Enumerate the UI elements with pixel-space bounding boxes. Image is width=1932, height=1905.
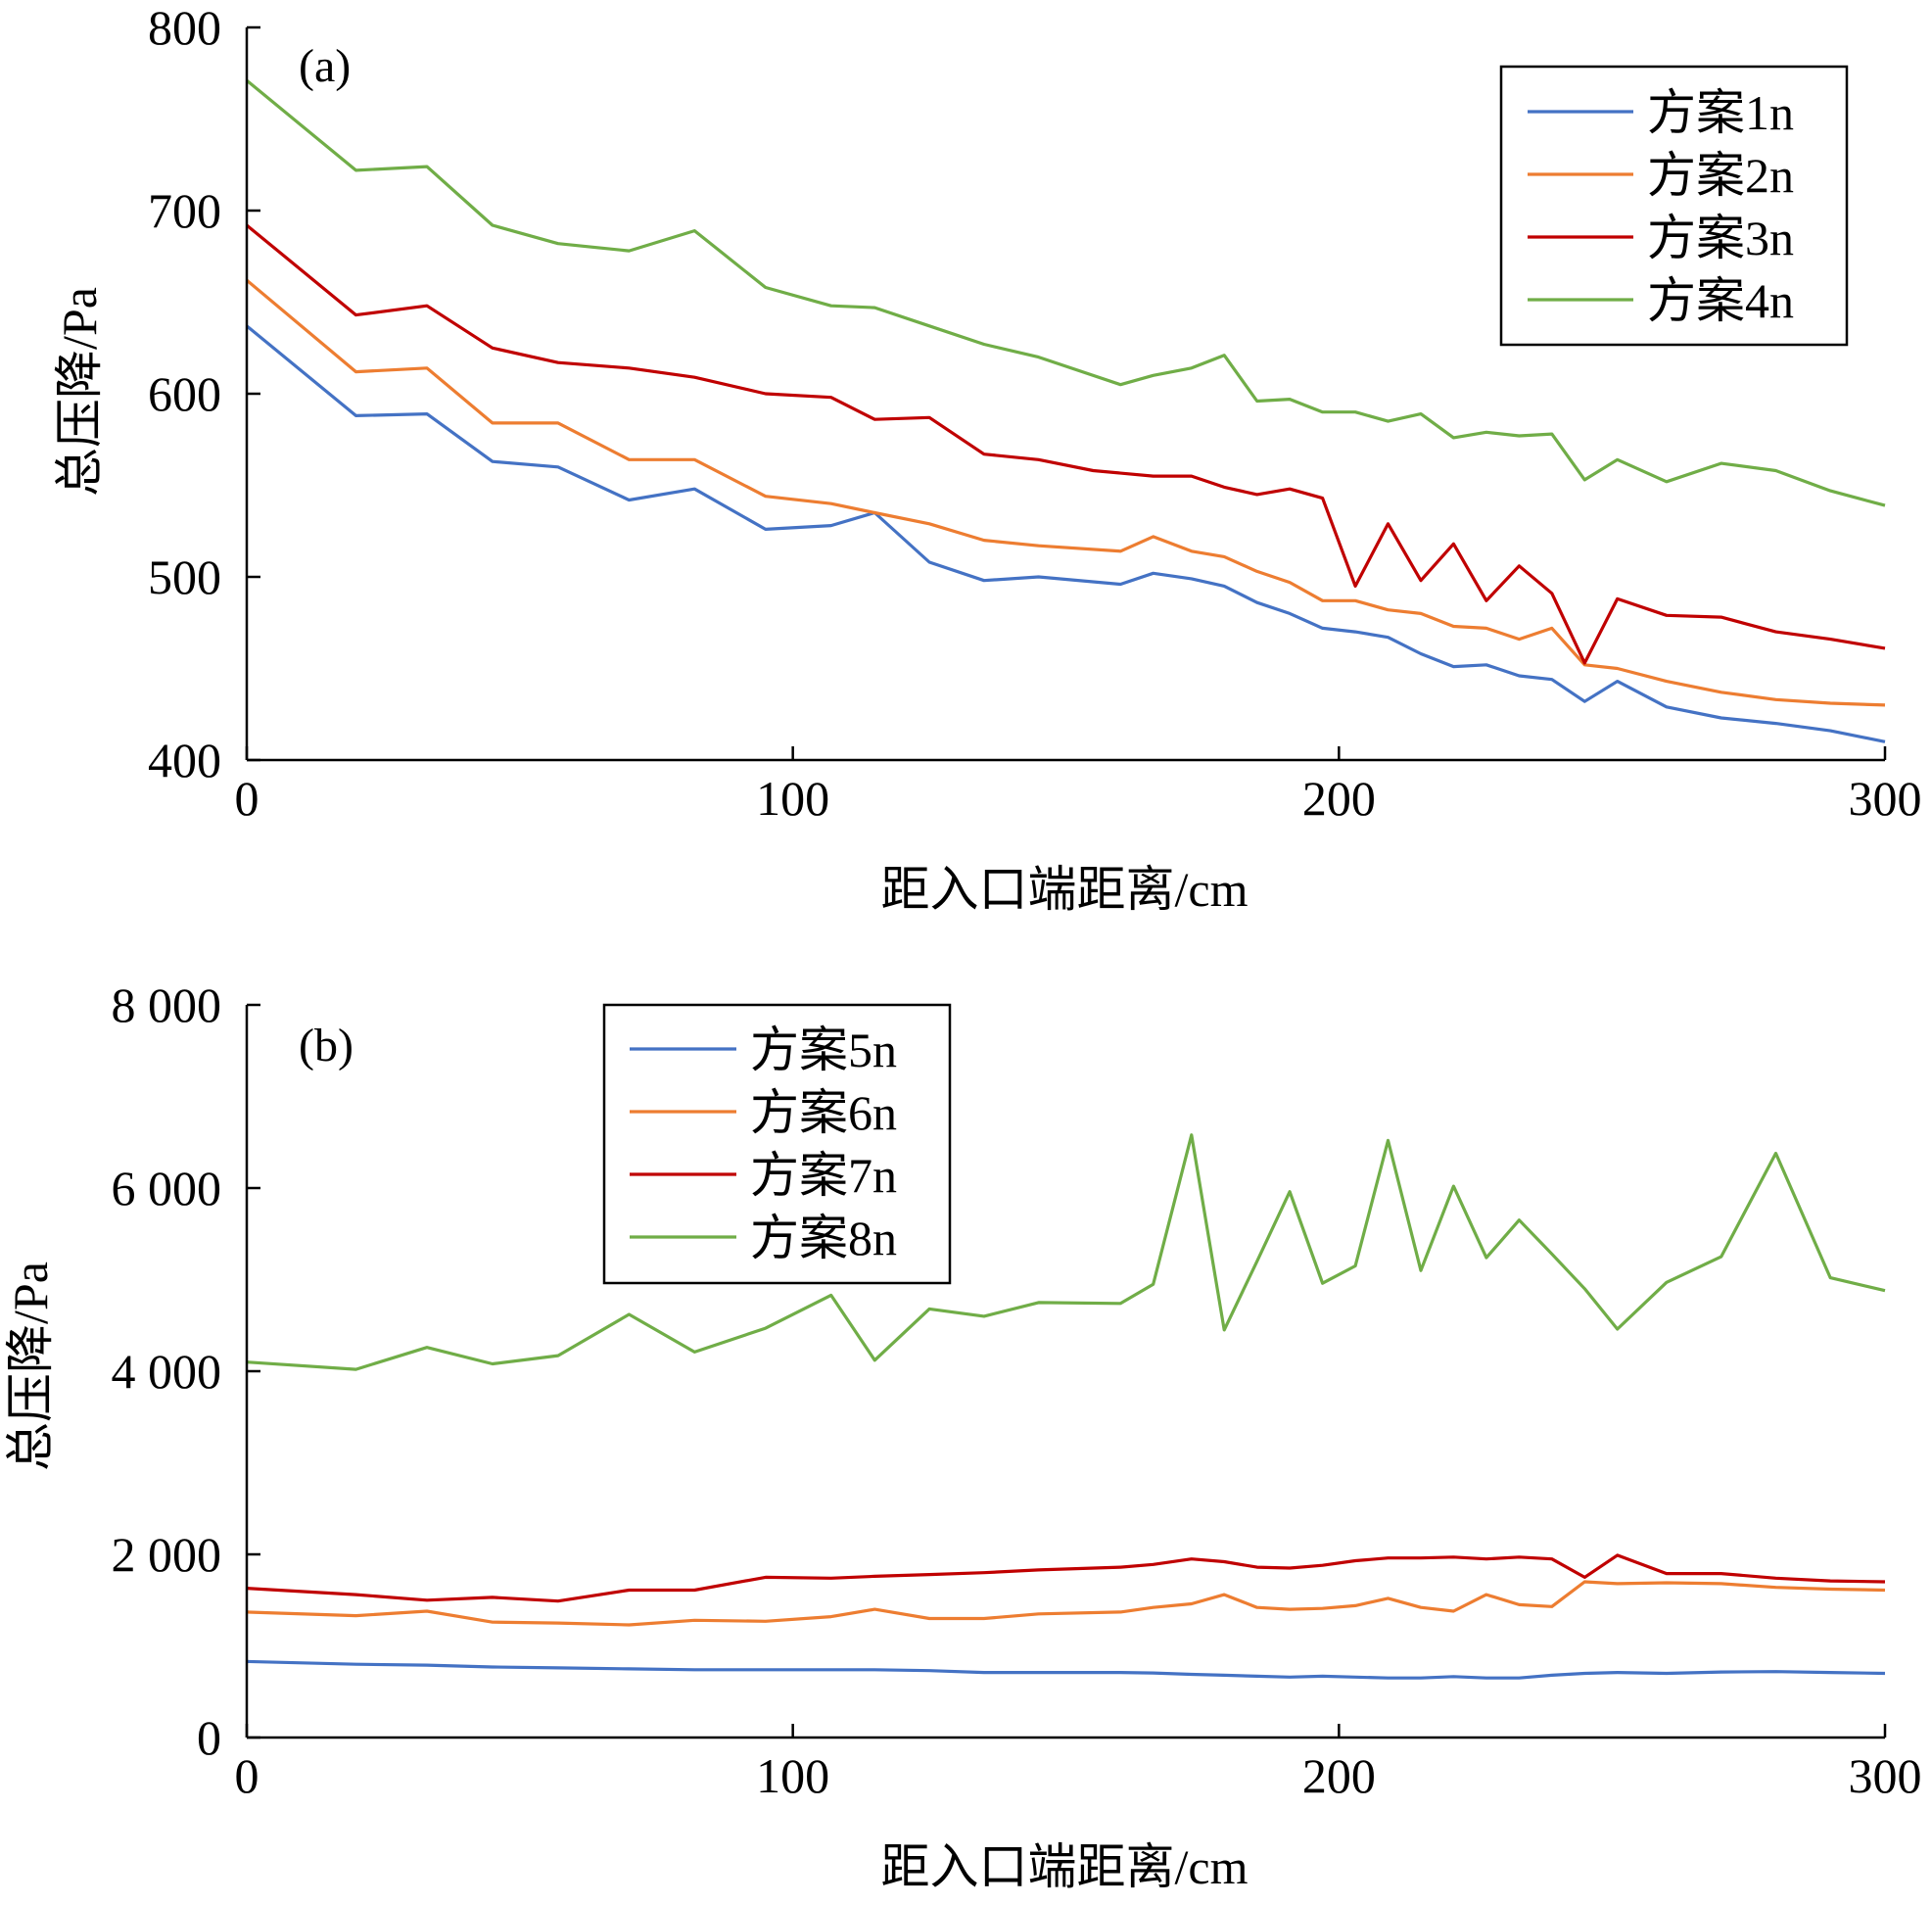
y-tick-label: 800 <box>148 0 221 55</box>
y-tick-label: 8 000 <box>112 977 222 1032</box>
legend-label: 方案3n <box>1647 211 1794 265</box>
legend-label: 方案8n <box>750 1211 897 1265</box>
legend-label: 方案6n <box>750 1085 897 1140</box>
y-tick-label: 600 <box>148 366 221 421</box>
legend: 方案1n 方案2n 方案3n 方案4n <box>1499 65 1849 347</box>
legend: 方案5n 方案6n 方案7n 方案8n <box>602 1003 952 1285</box>
series-layer <box>246 1133 1886 1680</box>
series-line-2 <box>245 278 1886 707</box>
series-line-2 <box>246 1580 1886 1627</box>
y-tick-label: 0 <box>197 1710 221 1765</box>
y-tick-label: 6 000 <box>112 1161 222 1215</box>
legend-label: 方案1n <box>1647 85 1794 140</box>
axes <box>245 25 1887 762</box>
y-tick-label: 2 000 <box>112 1527 222 1582</box>
x-tick-label: 0 <box>235 1748 259 1803</box>
tick-labels: 400 500 600 700 800 0 100 200 300 <box>148 0 1922 826</box>
y-tick-label: 700 <box>148 183 221 238</box>
y-tick-label: 4 000 <box>112 1344 222 1399</box>
x-tick-label: 100 <box>756 771 829 826</box>
series-line-1 <box>245 324 1886 743</box>
y-tick-label: 400 <box>148 733 221 787</box>
x-tick-label: 0 <box>235 771 259 826</box>
x-tick-label: 300 <box>1849 1748 1922 1803</box>
panel-b: 0 2 000 4 000 6 000 8 000 0 100 200 300 (b) 距入口端… <box>3 977 1922 1894</box>
x-axis-label: 距入口端距离/cm <box>881 1839 1249 1894</box>
legend-label: 方案4n <box>1647 273 1794 328</box>
panel-label: (b) <box>299 1020 353 1072</box>
series-layer <box>245 78 1886 743</box>
y-axis-label: 总压降/Pa <box>3 1262 58 1471</box>
legend-label: 方案2n <box>1647 148 1794 203</box>
axes <box>245 1003 1887 1739</box>
series-line-1 <box>246 1659 1886 1680</box>
x-tick-label: 300 <box>1849 771 1922 826</box>
series-line-4 <box>246 1133 1886 1371</box>
series-line-4 <box>245 78 1886 507</box>
series-line-3 <box>245 223 1886 665</box>
legend-label: 方案7n <box>750 1148 897 1203</box>
x-tick-label: 100 <box>756 1748 829 1803</box>
legend-label: 方案5n <box>750 1023 897 1077</box>
x-tick-label: 200 <box>1302 771 1376 826</box>
x-tick-label: 200 <box>1302 1748 1376 1803</box>
panel-label: (a) <box>299 40 351 92</box>
y-tick-label: 500 <box>148 549 221 604</box>
tick-labels: 0 2 000 4 000 6 000 8 000 0 100 200 300 <box>112 977 1922 1803</box>
y-axis-label: 总压降/Pa <box>52 287 107 497</box>
x-axis-label: 距入口端距离/cm <box>881 862 1249 917</box>
series-line-3 <box>246 1553 1886 1603</box>
